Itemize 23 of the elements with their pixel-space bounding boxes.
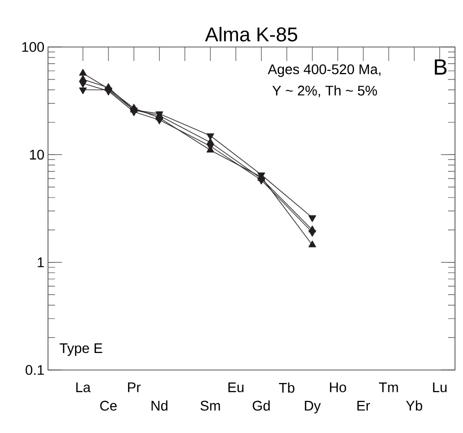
x-tick-label: Tm bbox=[378, 382, 398, 392]
x-tick-label: Yb bbox=[406, 400, 422, 411]
y-tick-label: 1 bbox=[38, 258, 44, 268]
annotation: B bbox=[434, 59, 447, 75]
x-tick-label: Lu bbox=[433, 382, 447, 392]
x-tick-label: Dy bbox=[304, 400, 321, 414]
x-tick-label: Nd bbox=[152, 400, 168, 411]
x-tick-label: La bbox=[76, 382, 91, 392]
y-tick-label: 100 bbox=[22, 42, 44, 52]
annotation: Ages 400-520 Ma, bbox=[268, 64, 380, 77]
y-tick-label: 0.1 bbox=[26, 365, 44, 375]
x-tick-label: Ce bbox=[100, 400, 117, 411]
annotation: Type E bbox=[60, 343, 102, 356]
x-tick-label: Eu bbox=[228, 382, 244, 392]
x-tick-label: Ho bbox=[330, 382, 346, 392]
annotation: Y ~ 2%, Th ~ 5% bbox=[272, 85, 377, 98]
x-tick-label: Pr bbox=[128, 382, 141, 392]
chart-title: Alma K-85 bbox=[205, 26, 298, 42]
x-tick-label: Er bbox=[357, 400, 370, 411]
x-tick-label: Tb bbox=[278, 382, 294, 393]
y-tick-label: 10 bbox=[30, 150, 44, 160]
x-tick-label: Gd bbox=[252, 400, 270, 411]
x-tick-label: Sm bbox=[200, 400, 220, 411]
